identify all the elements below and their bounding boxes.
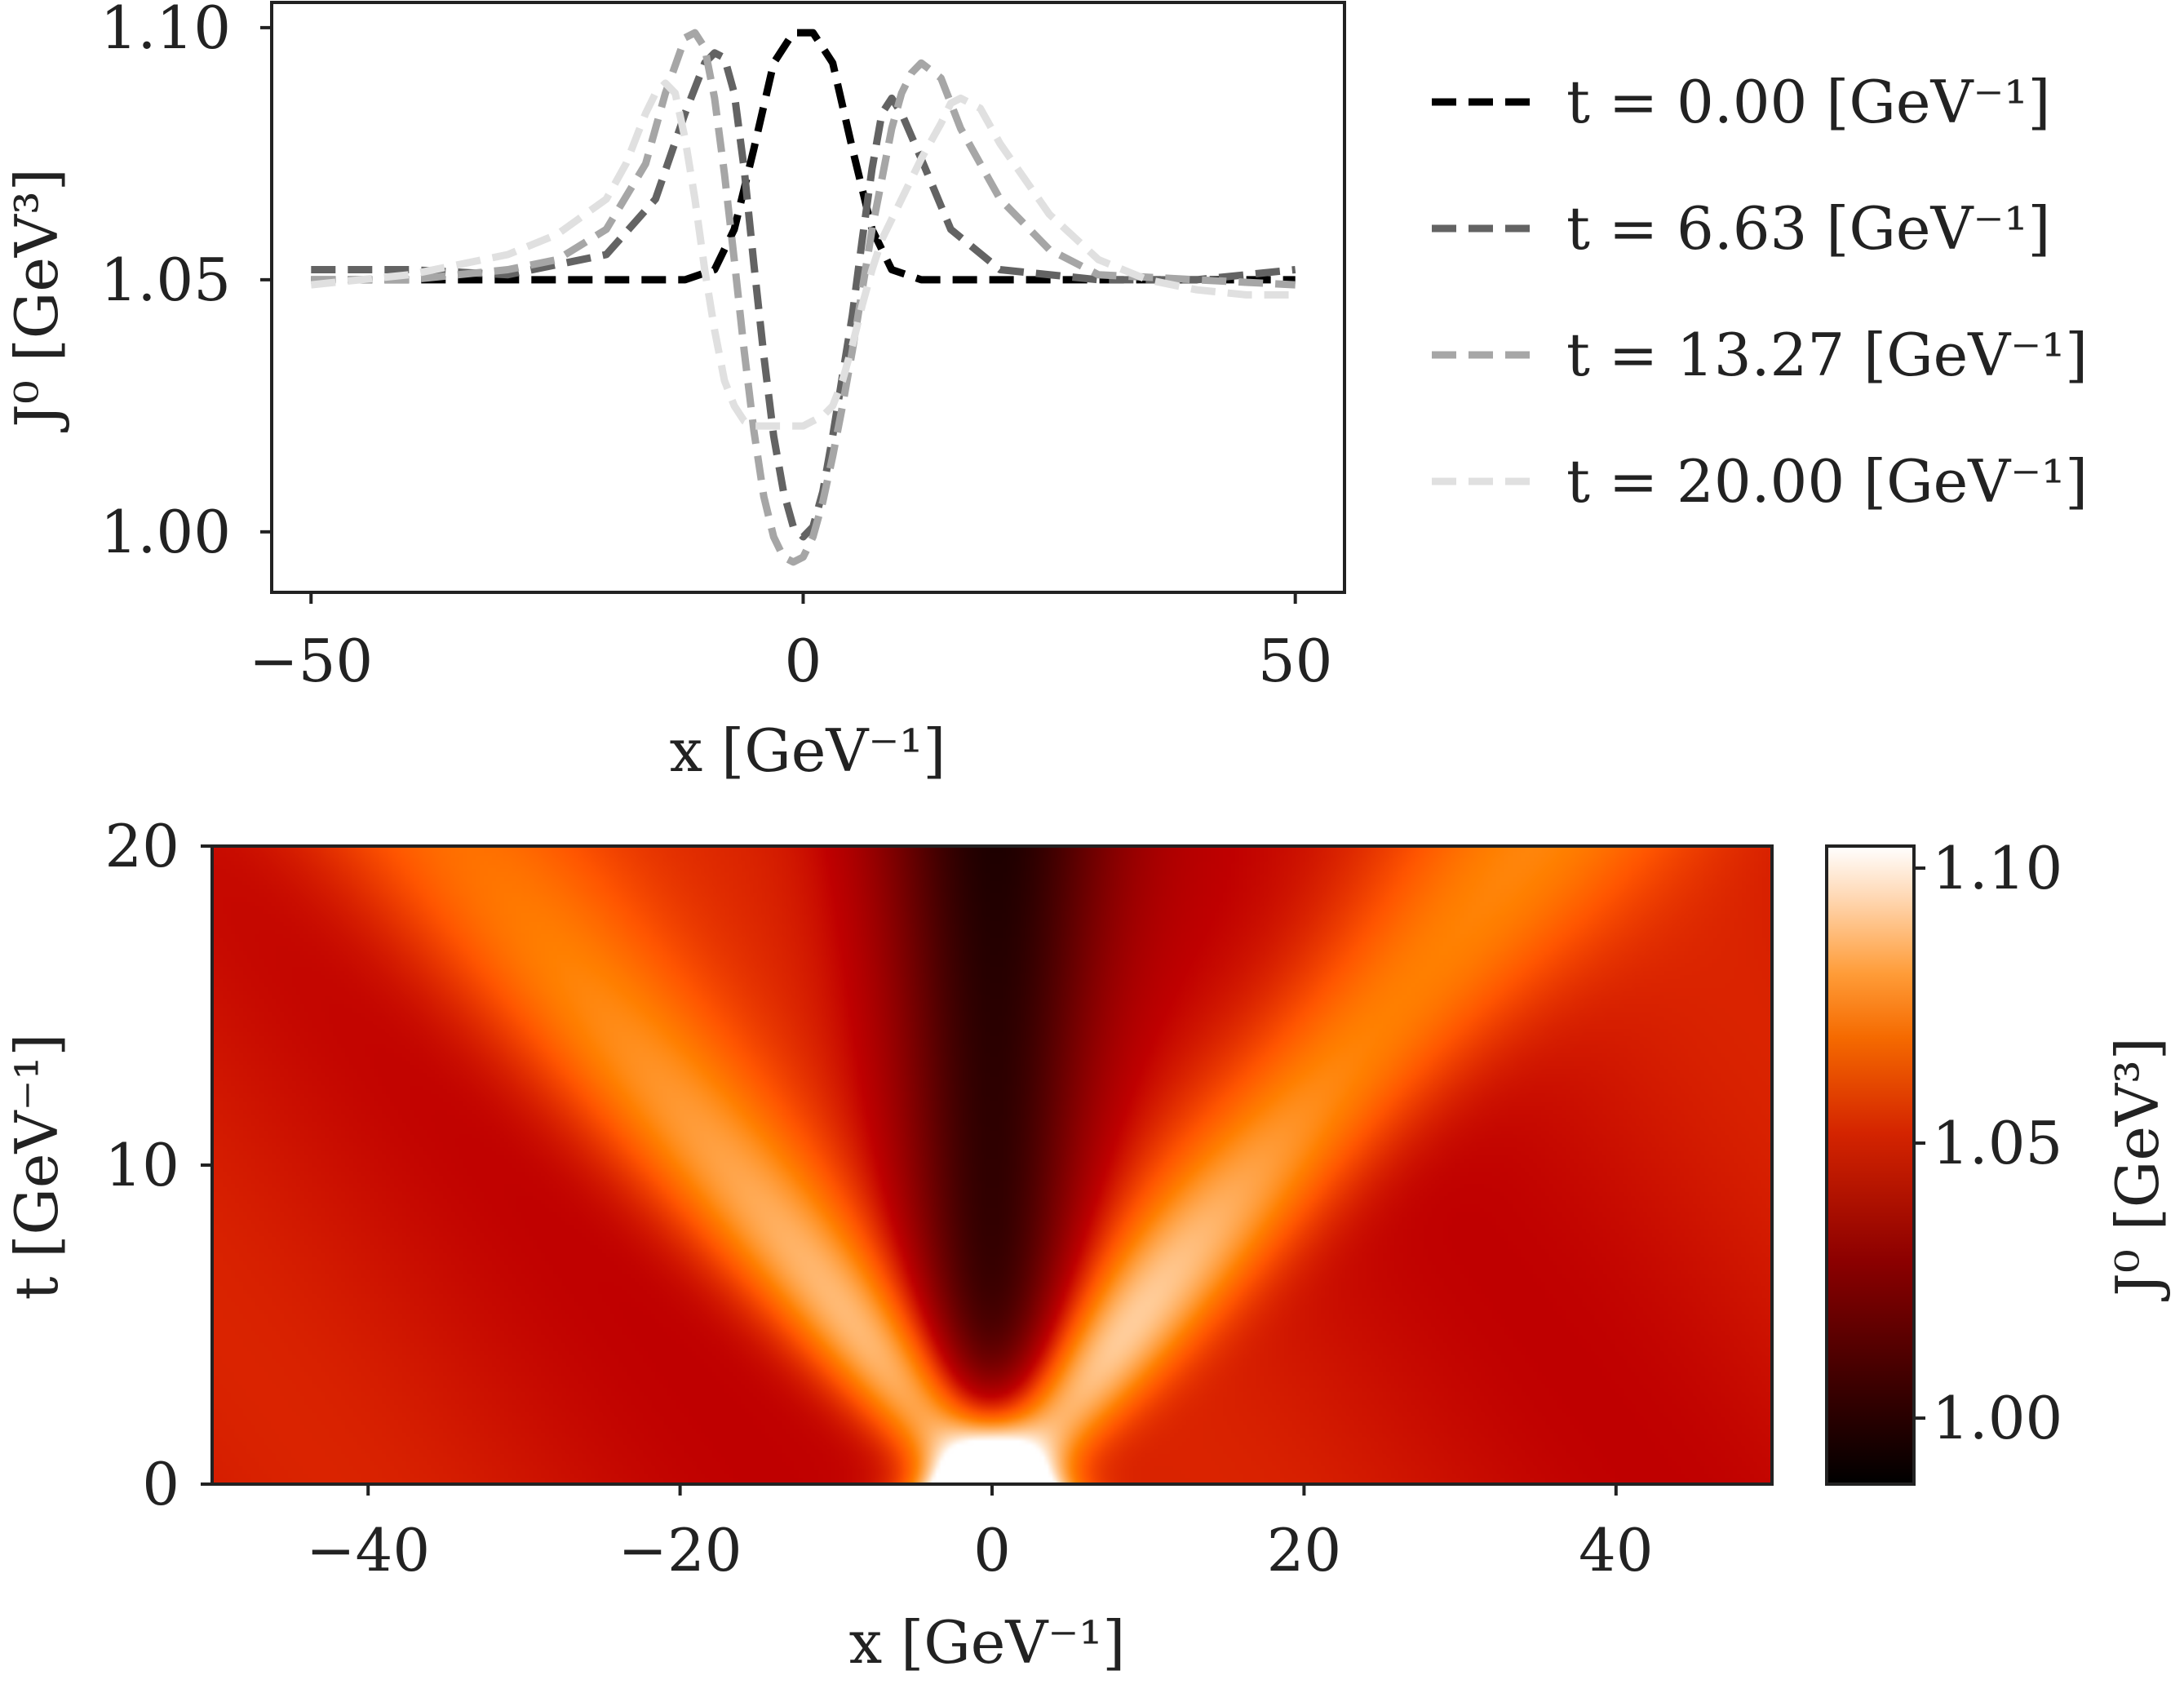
x-tick-label: −50 bbox=[249, 627, 373, 695]
heatmap-y-ticks: 0 10 20 bbox=[104, 812, 212, 1518]
heatmap-x-label: x [GeV⁻¹] bbox=[849, 1608, 1126, 1677]
colorbar-ticks: 1.00 1.05 1.10 bbox=[1914, 834, 2062, 1452]
line-series-0 bbox=[311, 29, 1296, 284]
legend-item: t = 13.27 [GeV⁻¹] bbox=[1432, 321, 2088, 389]
line-chart-y-ticks: 1.00 1.05 1.10 bbox=[100, 0, 272, 566]
heatmap-panel: −40 −20 0 20 40 0 10 20 x [GeV⁻¹] t [GeV⁻¹] bbox=[2, 812, 1774, 1677]
legend-label: t = 13.27 [GeV⁻¹] bbox=[1566, 321, 2088, 389]
line-chart-panel: −50 0 50 1.00 1.05 1.10 x [GeV⁻¹] J⁰ [GeV³] bbox=[2, 0, 1346, 785]
legend-label: t = 6.63 [GeV⁻¹] bbox=[1566, 194, 2050, 263]
colorbar: 1.00 1.05 1.10 J⁰ [GeV³] bbox=[1825, 834, 2172, 1486]
x-tick-label: 0 bbox=[785, 627, 822, 695]
colorbar-tick-label: 1.05 bbox=[1932, 1109, 2062, 1177]
y-tick-label: 1.00 bbox=[100, 498, 231, 566]
heatmap-x-ticks: −40 −20 0 20 40 bbox=[306, 1484, 1654, 1584]
x-tick-label: 40 bbox=[1579, 1516, 1654, 1584]
colorbar-tick-label: 1.00 bbox=[1932, 1384, 2062, 1452]
y-tick-label: 0 bbox=[142, 1450, 179, 1518]
line-series-1 bbox=[311, 49, 1296, 541]
line-chart-frame bbox=[270, 1, 1346, 594]
y-tick-label: 1.10 bbox=[100, 0, 231, 62]
legend-item: t = 20.00 [GeV⁻¹] bbox=[1432, 447, 2088, 516]
line-series-2 bbox=[311, 29, 1296, 566]
colorbar-frame bbox=[1825, 844, 1916, 1486]
line-chart-x-label: x [GeV⁻¹] bbox=[670, 716, 946, 785]
legend-label: t = 20.00 [GeV⁻¹] bbox=[1566, 447, 2088, 516]
y-tick-label: 1.05 bbox=[100, 246, 231, 314]
line-chart-x-ticks: −50 0 50 bbox=[249, 592, 1332, 695]
heatmap-image bbox=[212, 846, 1772, 1484]
x-tick-label: −20 bbox=[618, 1516, 742, 1584]
legend-item: t = 0.00 [GeV⁻¹] bbox=[1432, 68, 2050, 136]
x-tick-label: 0 bbox=[973, 1516, 1011, 1584]
x-tick-label: −40 bbox=[306, 1516, 430, 1584]
heatmap-y-label: t [GeV⁻¹] bbox=[2, 1034, 71, 1301]
legend-label: t = 0.00 [GeV⁻¹] bbox=[1566, 68, 2050, 136]
y-tick-label: 20 bbox=[104, 812, 179, 880]
line-series-3 bbox=[310, 79, 1296, 430]
colorbar-gradient bbox=[1827, 846, 1914, 1484]
x-tick-label: 20 bbox=[1267, 1516, 1342, 1584]
x-tick-label: 50 bbox=[1258, 627, 1333, 695]
line-chart-y-label: J⁰ [GeV³] bbox=[2, 168, 71, 433]
colorbar-label: J⁰ [GeV³] bbox=[2103, 1037, 2172, 1302]
colorbar-tick-label: 1.10 bbox=[1932, 834, 2062, 902]
line-series-group bbox=[310, 29, 1296, 566]
legend-item: t = 6.63 [GeV⁻¹] bbox=[1432, 194, 2050, 263]
y-tick-label: 10 bbox=[104, 1131, 179, 1199]
legend: t = 0.00 [GeV⁻¹] t = 6.63 [GeV⁻¹] t = 13… bbox=[1432, 68, 2088, 516]
